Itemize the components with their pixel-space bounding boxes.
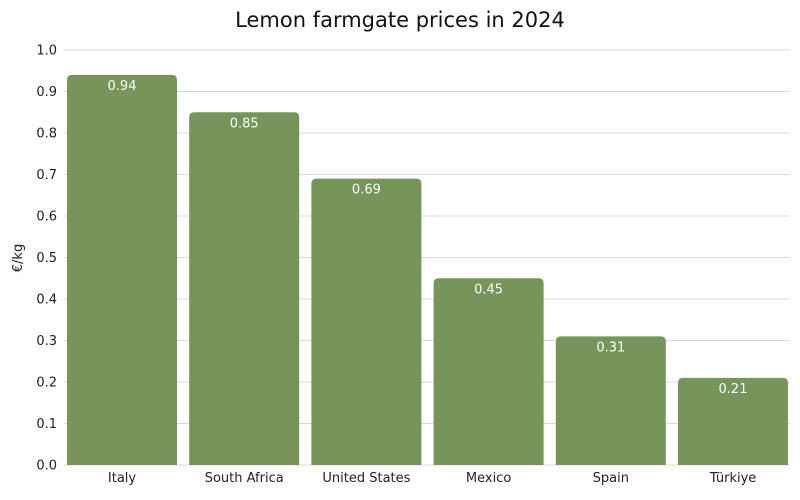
x-tick-label: Italy — [108, 471, 137, 486]
bar-mexico — [433, 278, 544, 465]
x-tick-label: South Africa — [205, 471, 284, 486]
y-tick-label: 0.8 — [36, 127, 57, 142]
data-label: 0.94 — [108, 79, 137, 94]
x-tick-label: United States — [322, 471, 410, 486]
y-tick-label: 0.9 — [36, 85, 57, 100]
chart-title: Lemon farmgate prices in 2024 — [235, 8, 565, 32]
x-tick-labels: Italy South Africa United States Mexico Spai… — [108, 471, 756, 486]
bars — [67, 74, 788, 466]
data-label: 0.85 — [230, 116, 259, 131]
gridlines — [64, 49, 790, 466]
bar-united-states — [311, 178, 422, 465]
y-tick-label: 0.0 — [36, 459, 57, 474]
bar-south-africa — [189, 112, 300, 465]
y-tick-label: 0.3 — [36, 334, 57, 349]
data-label: 0.45 — [474, 282, 503, 297]
y-axis-title: €/kg — [11, 244, 26, 272]
y-tick-labels: 0.0 0.1 0.2 0.3 0.4 0.5 0.6 0.7 0.8 0.9 1.0 — [36, 44, 57, 474]
y-tick-label: 0.1 — [36, 417, 57, 432]
y-tick-label: 0.6 — [36, 210, 57, 225]
y-tick-label: 1.0 — [36, 44, 57, 59]
bar-spain — [555, 336, 666, 465]
bar-t-rkiye — [678, 377, 788, 465]
data-label: 0.21 — [719, 382, 748, 397]
x-tick-label: Spain — [593, 471, 629, 486]
y-tick-label: 0.5 — [36, 251, 57, 266]
data-label: 0.31 — [596, 340, 625, 355]
bar-italy — [67, 74, 177, 466]
y-tick-label: 0.4 — [36, 293, 57, 308]
y-tick-label: 0.7 — [36, 168, 57, 183]
data-labels: 0.94 0.85 0.69 0.45 0.31 0.21 — [108, 79, 748, 397]
x-tick-label: Türkiye — [709, 471, 757, 486]
data-label: 0.69 — [352, 183, 381, 198]
y-tick-label: 0.2 — [36, 376, 57, 391]
x-tick-label: Mexico — [466, 471, 511, 486]
